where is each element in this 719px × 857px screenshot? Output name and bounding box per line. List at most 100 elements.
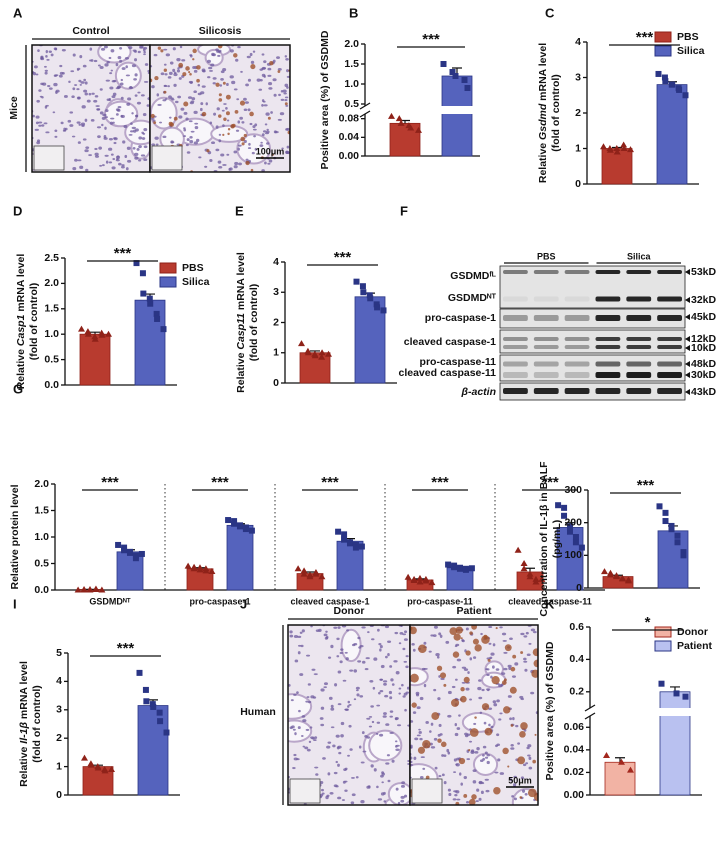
nucleus bbox=[382, 680, 388, 683]
y-tick-label: 4 bbox=[56, 675, 62, 687]
stain bbox=[206, 149, 210, 153]
nucleus bbox=[474, 751, 479, 754]
y-tick-label: 1 bbox=[575, 142, 581, 154]
nucleus bbox=[520, 632, 525, 636]
nucleus bbox=[328, 656, 332, 659]
stain bbox=[417, 746, 426, 754]
data-point bbox=[662, 78, 669, 85]
nucleus bbox=[178, 77, 182, 80]
nucleus bbox=[519, 695, 524, 699]
data-point bbox=[300, 570, 308, 577]
nucleus bbox=[311, 668, 316, 671]
nucleus bbox=[143, 53, 146, 56]
stain bbox=[173, 116, 178, 121]
nucleus bbox=[455, 763, 460, 767]
blot-band bbox=[564, 270, 590, 274]
y-axis-label: Relative Casp1 mRNA level bbox=[15, 254, 27, 390]
stain bbox=[453, 633, 461, 641]
y-tick-label: 1.0 bbox=[344, 78, 359, 90]
data-point bbox=[526, 573, 534, 580]
stain bbox=[277, 70, 281, 73]
alveolus bbox=[97, 45, 132, 64]
nucleus bbox=[268, 87, 273, 90]
panel-letter: C bbox=[545, 5, 555, 20]
nucleus bbox=[341, 799, 346, 801]
nucleus bbox=[102, 113, 107, 117]
nucleus bbox=[189, 135, 193, 139]
blot-band bbox=[503, 388, 528, 394]
nucleus bbox=[79, 165, 84, 170]
stain bbox=[240, 136, 245, 142]
nucleus bbox=[131, 126, 136, 130]
data-point bbox=[154, 315, 161, 322]
nucleus bbox=[345, 657, 349, 661]
nucleus bbox=[165, 53, 171, 57]
nucleus bbox=[59, 64, 63, 68]
nucleus bbox=[170, 141, 175, 144]
marker-label: 32kD bbox=[691, 294, 717, 306]
axis-break bbox=[584, 704, 596, 712]
data-point bbox=[298, 340, 305, 347]
nucleus bbox=[293, 693, 297, 696]
blot-band bbox=[533, 388, 559, 394]
y-tick-label: 5 bbox=[56, 647, 62, 659]
axis-break bbox=[359, 110, 371, 118]
nucleus bbox=[384, 625, 390, 629]
data-point bbox=[157, 718, 164, 725]
nucleus bbox=[127, 97, 132, 101]
blot-band bbox=[595, 361, 621, 367]
nucleus bbox=[80, 122, 86, 126]
nucleus bbox=[183, 111, 188, 115]
nucleus bbox=[403, 638, 408, 641]
nucleus bbox=[74, 84, 78, 86]
nucleus bbox=[208, 66, 213, 70]
nucleus bbox=[315, 629, 320, 632]
nucleus bbox=[104, 126, 107, 130]
nucleus bbox=[484, 778, 489, 781]
nucleus bbox=[387, 640, 392, 643]
data-point bbox=[352, 544, 359, 551]
nucleus bbox=[405, 655, 409, 658]
nucleus bbox=[385, 723, 390, 726]
y-axis-label-part: Casp11 bbox=[235, 313, 247, 350]
data-point bbox=[84, 330, 92, 337]
nucleus bbox=[325, 630, 328, 633]
nucleus bbox=[38, 121, 43, 124]
y-axis-label: Relative Il-1β mRNA level bbox=[18, 661, 30, 787]
nucleus bbox=[93, 59, 98, 63]
nucleus bbox=[134, 73, 138, 77]
x-tick-label: pro-caspase-1 bbox=[189, 596, 250, 606]
nucleus bbox=[441, 754, 445, 757]
nucleus bbox=[357, 660, 362, 663]
blot-row-label: GSDMDᴺᵀ bbox=[448, 292, 497, 304]
stain bbox=[163, 68, 168, 72]
nucleus bbox=[267, 67, 272, 71]
nucleus bbox=[523, 635, 528, 638]
stain bbox=[234, 110, 239, 114]
nucleus bbox=[117, 56, 122, 60]
y-tick-label: 0.5 bbox=[34, 557, 49, 569]
legend-swatch bbox=[654, 31, 672, 43]
nucleus bbox=[99, 66, 104, 69]
data-point bbox=[416, 578, 424, 585]
data-point bbox=[407, 124, 415, 131]
data-point bbox=[294, 565, 302, 572]
blot-panel bbox=[499, 265, 686, 309]
nucleus bbox=[245, 83, 249, 87]
nucleus bbox=[233, 88, 238, 91]
nucleus bbox=[524, 792, 528, 796]
nucleus bbox=[72, 166, 77, 171]
nucleus bbox=[383, 791, 386, 795]
nucleus bbox=[95, 105, 100, 108]
nucleus bbox=[237, 45, 241, 49]
significance-label: *** bbox=[211, 474, 229, 491]
nucleus bbox=[382, 715, 387, 718]
blot-band bbox=[503, 361, 528, 367]
nucleus bbox=[192, 66, 196, 69]
micrograph bbox=[288, 625, 410, 805]
y-tick-label: 2 bbox=[273, 316, 279, 328]
nucleus bbox=[120, 114, 125, 118]
data-point bbox=[440, 61, 447, 67]
data-point bbox=[318, 573, 326, 580]
nucleus bbox=[510, 779, 513, 782]
